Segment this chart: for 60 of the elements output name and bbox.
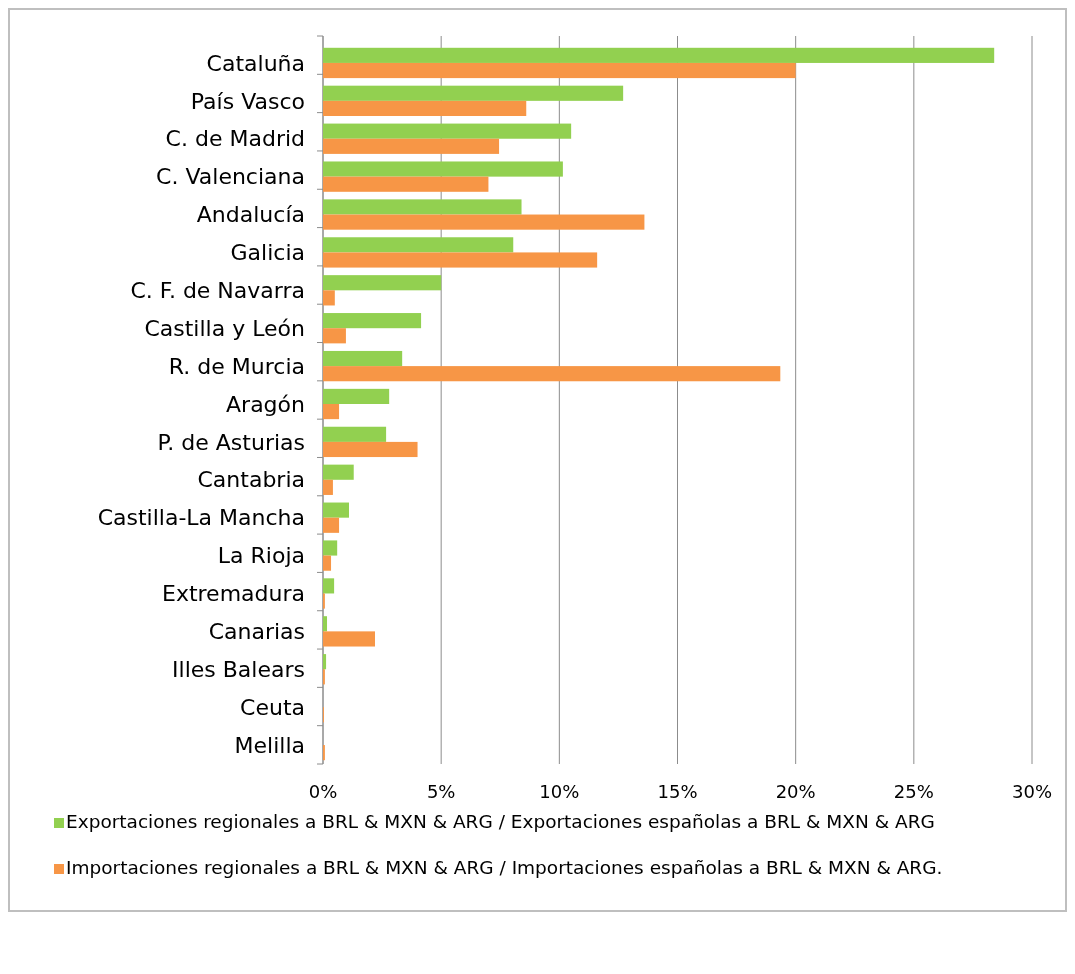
bar [323,252,598,268]
bar [323,404,340,420]
bar [323,502,349,518]
bar [323,578,335,594]
bar [323,62,796,79]
bar [323,426,387,442]
y-tick-label: Castilla y León [144,315,305,341]
y-tick-label: Aragón [226,391,305,417]
bar [323,540,338,556]
x-tick-label: 0% [308,781,338,802]
y-tick-label: Cataluña [206,50,305,76]
y-tick-label: P. de Asturias [157,429,305,455]
bar [323,237,514,253]
bar [323,85,624,101]
y-tick-label: Extremadura [162,581,305,607]
x-tick-label: 25% [893,781,934,802]
y-tick-label: C. F. de Navarra [130,278,305,304]
bar [323,176,489,192]
legend-label: Exportaciones regionales a BRL & MXN & ARG / Exportaciones españolas a BRL & MXN & ARG [66,811,935,832]
bar [323,138,500,154]
bar [323,555,332,571]
y-tick-label: Galicia [230,240,305,266]
y-tick-label: Castilla-La Mancha [97,505,305,531]
bar [323,517,340,533]
bar [323,631,375,647]
x-tick-label: 5% [426,781,456,802]
bar [323,199,522,215]
y-tick-label: Cantabria [197,467,305,493]
bar [323,275,442,291]
y-tick-label: C. de Madrid [165,126,305,152]
bar [323,328,346,344]
bar [323,464,354,480]
y-tick-label: Melilla [234,732,305,758]
bar [323,388,390,404]
bar [323,366,781,382]
y-tick-label: Illes Balears [172,656,305,682]
bar [323,123,572,139]
bar [323,616,328,632]
legend-label: Importaciones regionales a BRL & MXN & ARG / Importaciones españolas a BRL & MXN & ARG. [66,857,943,878]
y-tick-label: La Rioja [217,543,305,569]
bar [323,654,327,670]
x-tick-label: 30% [1011,781,1053,802]
x-tick-label: 10% [539,781,580,802]
bar [323,441,418,458]
y-tick-label: R. de Murcia [168,353,305,379]
y-tick-label: Canarias [208,619,305,645]
bar [323,290,335,306]
bar [323,100,527,116]
x-tick-label: 15% [657,781,698,802]
y-tick-label: Ceuta [240,694,305,720]
bar [323,47,995,63]
y-tick-label: Andalucía [196,202,305,228]
bar [323,479,333,495]
bar [323,214,645,230]
bar [323,161,563,177]
y-tick-label: C. Valenciana [156,164,305,190]
x-tick-label: 20% [775,781,816,802]
y-tick-label: País Vasco [190,88,305,114]
bar [323,350,403,367]
bar [323,313,422,329]
